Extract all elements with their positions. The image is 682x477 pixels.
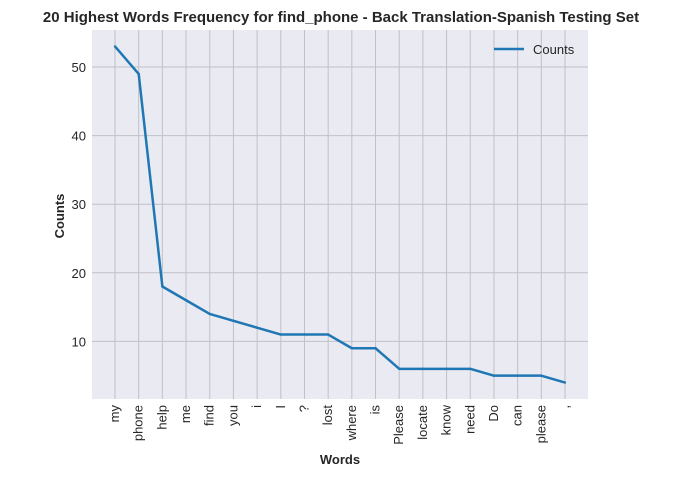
data-point [445,367,448,371]
x-tick-label: please [533,405,548,443]
data-point [540,374,543,377]
series-line-counts [114,45,566,384]
x-tick-label: need [462,405,477,434]
x-tick-label: know [439,404,454,435]
x-tick-label: , [557,405,572,409]
x-tick-label: I [273,405,288,409]
x-tick-label: locate [415,405,430,440]
x-tick-labels: my phone help me find you i I? lost where is Please… [107,404,572,444]
x-tick-label: my [107,405,122,423]
data-point [421,367,425,371]
series-layer [113,45,567,384]
legend-label-counts: Counts [533,42,575,57]
data-point [255,326,259,329]
y-tick-label: 10 [72,334,86,349]
y-tick-label: 30 [72,197,86,212]
x-tick-label: phone [131,405,146,441]
x-tick-label: lost [320,405,335,426]
data-point [184,299,188,302]
gridlines [92,30,588,399]
x-tick-label: is [368,405,383,415]
plot-area [92,30,588,399]
x-tick-label: can [510,405,525,426]
data-point [326,333,330,336]
x-tick-label: ? [296,405,311,412]
x-tick-label: help [154,405,169,430]
x-tick-label: where [344,405,359,441]
data-point [279,333,282,336]
x-tick-label: find [202,405,217,426]
x-tick-label: you [225,405,240,426]
data-point [137,72,140,76]
data-point [469,367,472,371]
chart-title: 20 Highest Words Frequency for find_phon… [43,9,639,26]
x-tick-label: Do [486,405,501,422]
data-point [161,285,164,288]
y-tick-labels: 10 20 30 40 50 [72,60,86,349]
data-point [303,333,306,336]
y-tick-label: 20 [72,266,86,281]
x-tick-label: me [178,405,193,423]
x-tick-label: Please [391,405,406,445]
y-axis-label: Counts [52,194,67,239]
data-point [492,374,496,377]
data-point [350,347,354,350]
data-point [374,347,377,350]
y-tick-label: 50 [72,60,86,75]
data-point [208,312,211,316]
data-point [563,381,567,384]
data-point [232,319,235,323]
legend: Counts [494,42,575,57]
x-tick-label: i [249,405,264,408]
data-point [113,45,117,48]
y-tick-label: 40 [72,129,86,144]
x-axis-label: Words [320,452,360,467]
data-point [398,367,401,371]
data-point [516,374,519,377]
